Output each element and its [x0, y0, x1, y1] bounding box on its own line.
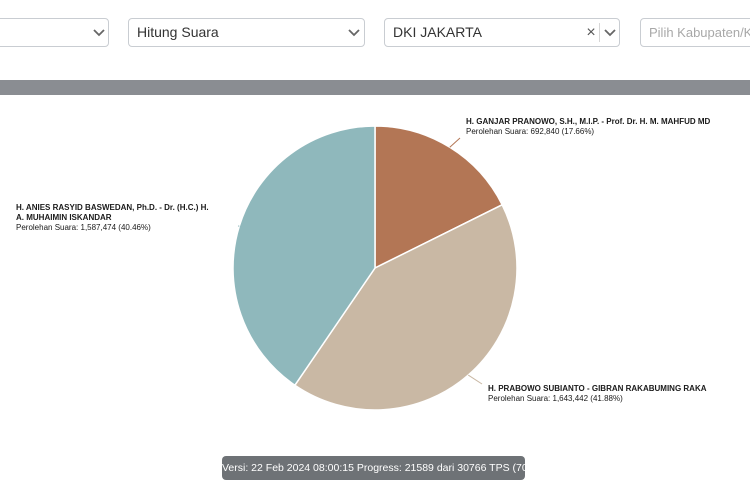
slice-label-prabowo-name: H. PRABOWO SUBIANTO - GIBRAN RAKABUMING …: [488, 384, 707, 393]
pie-slice-anies: [232, 125, 376, 387]
jenis-select-value: Hitung Suara: [137, 24, 219, 40]
provinsi-select-value: DKI JAKARTA: [393, 24, 482, 40]
select-divider: [599, 23, 600, 42]
slice-label-anies-name: H. ANIES RASYID BASWEDAN, Ph.D. - Dr. (H…: [16, 203, 209, 212]
leader-line-ganjar: [449, 137, 461, 148]
chevron-down-icon[interactable]: [347, 26, 361, 40]
chevron-down-icon[interactable]: [92, 26, 106, 40]
slice-label-anies-votes: Perolehan Suara: 1,587,474 (40.46%): [16, 223, 151, 232]
slice-label-ganjar-votes: Perolehan Suara: 692,840 (17.66%): [466, 127, 594, 136]
kabupaten-select[interactable]: Pilih Kabupaten/Kota: [640, 18, 750, 47]
kabupaten-select-placeholder: Pilih Kabupaten/Kota: [649, 25, 750, 40]
filter-select-1[interactable]: [0, 18, 109, 47]
slice-label-prabowo-votes: Perolehan Suara: 1,643,442 (41.88%): [488, 394, 623, 403]
jenis-select[interactable]: Hitung Suara: [128, 18, 365, 47]
provinsi-select[interactable]: DKI JAKARTA ×: [384, 18, 620, 47]
slice-label-anies-name: A. MUHAIMIN ISKANDAR: [16, 213, 112, 222]
chevron-down-icon[interactable]: [603, 26, 617, 40]
pie-slice-prabowo: [293, 203, 518, 411]
chart-header-bar: [0, 80, 750, 95]
leader-line-prabowo: [467, 374, 483, 385]
slice-label-ganjar-name: H. GANJAR PRANOWO, S.H., M.I.P. - Prof. …: [466, 117, 711, 126]
clear-icon[interactable]: ×: [586, 24, 596, 41]
version-progress-label: Versi: 22 Feb 2024 08:00:15 Progress: 21…: [222, 456, 525, 480]
